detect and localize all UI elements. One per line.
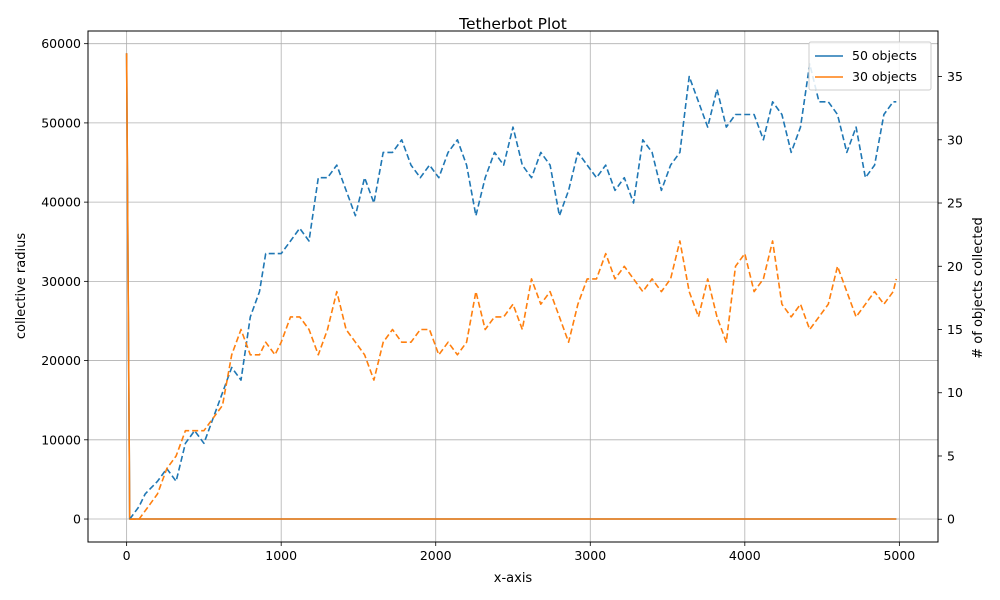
plot-frame: [87, 30, 939, 543]
y2-tick-label: 20: [947, 259, 963, 274]
grid-layer: [88, 31, 938, 542]
y2-tick-label: 25: [947, 196, 963, 211]
legend-label-50-objects: 50 objects: [852, 48, 917, 63]
y-tick-label: 0: [73, 512, 81, 527]
y-tick-label: 10000: [41, 432, 81, 447]
x-tick-label: 2000: [420, 548, 452, 563]
y-tick-label: 20000: [41, 353, 81, 368]
x-tick-label: 4000: [729, 548, 761, 563]
legend: 50 objects 30 objects: [808, 41, 932, 91]
x-tick-label: 1000: [265, 548, 297, 563]
y-axis-label: collective radius: [14, 233, 29, 339]
y-tick-label: 50000: [41, 115, 81, 130]
series-layer: [125, 53, 898, 521]
chart-title: Tetherbot Plot: [458, 15, 567, 33]
x-tick-label: 3000: [574, 548, 606, 563]
legend-box: [808, 41, 932, 91]
legend-label-30-objects: 30 objects: [852, 69, 917, 84]
x-tick-label: 0: [123, 548, 131, 563]
tick-layer: 0 1000 2000 3000 4000 50000100002000030000400…: [41, 36, 963, 563]
y2-tick-label: 30: [947, 132, 963, 147]
x-axis-label: x-axis: [494, 571, 533, 586]
y2-tick-label: 0: [947, 512, 955, 527]
y2-axis-label: # of objects collected: [971, 217, 986, 358]
y-tick-label: 60000: [41, 36, 81, 51]
y2-tick-label: 35: [947, 69, 963, 84]
series-line-50-objects-right-axis: [129, 63, 897, 520]
y-tick-label: 30000: [41, 274, 81, 289]
x-tick-label: 5000: [883, 548, 915, 563]
series-line-30-objects-right-axis: [129, 240, 898, 521]
y2-tick-label: 15: [947, 322, 963, 337]
y2-tick-label: 10: [947, 385, 963, 400]
y-tick-label: 40000: [41, 195, 81, 210]
y2-tick-label: 5: [947, 448, 955, 463]
